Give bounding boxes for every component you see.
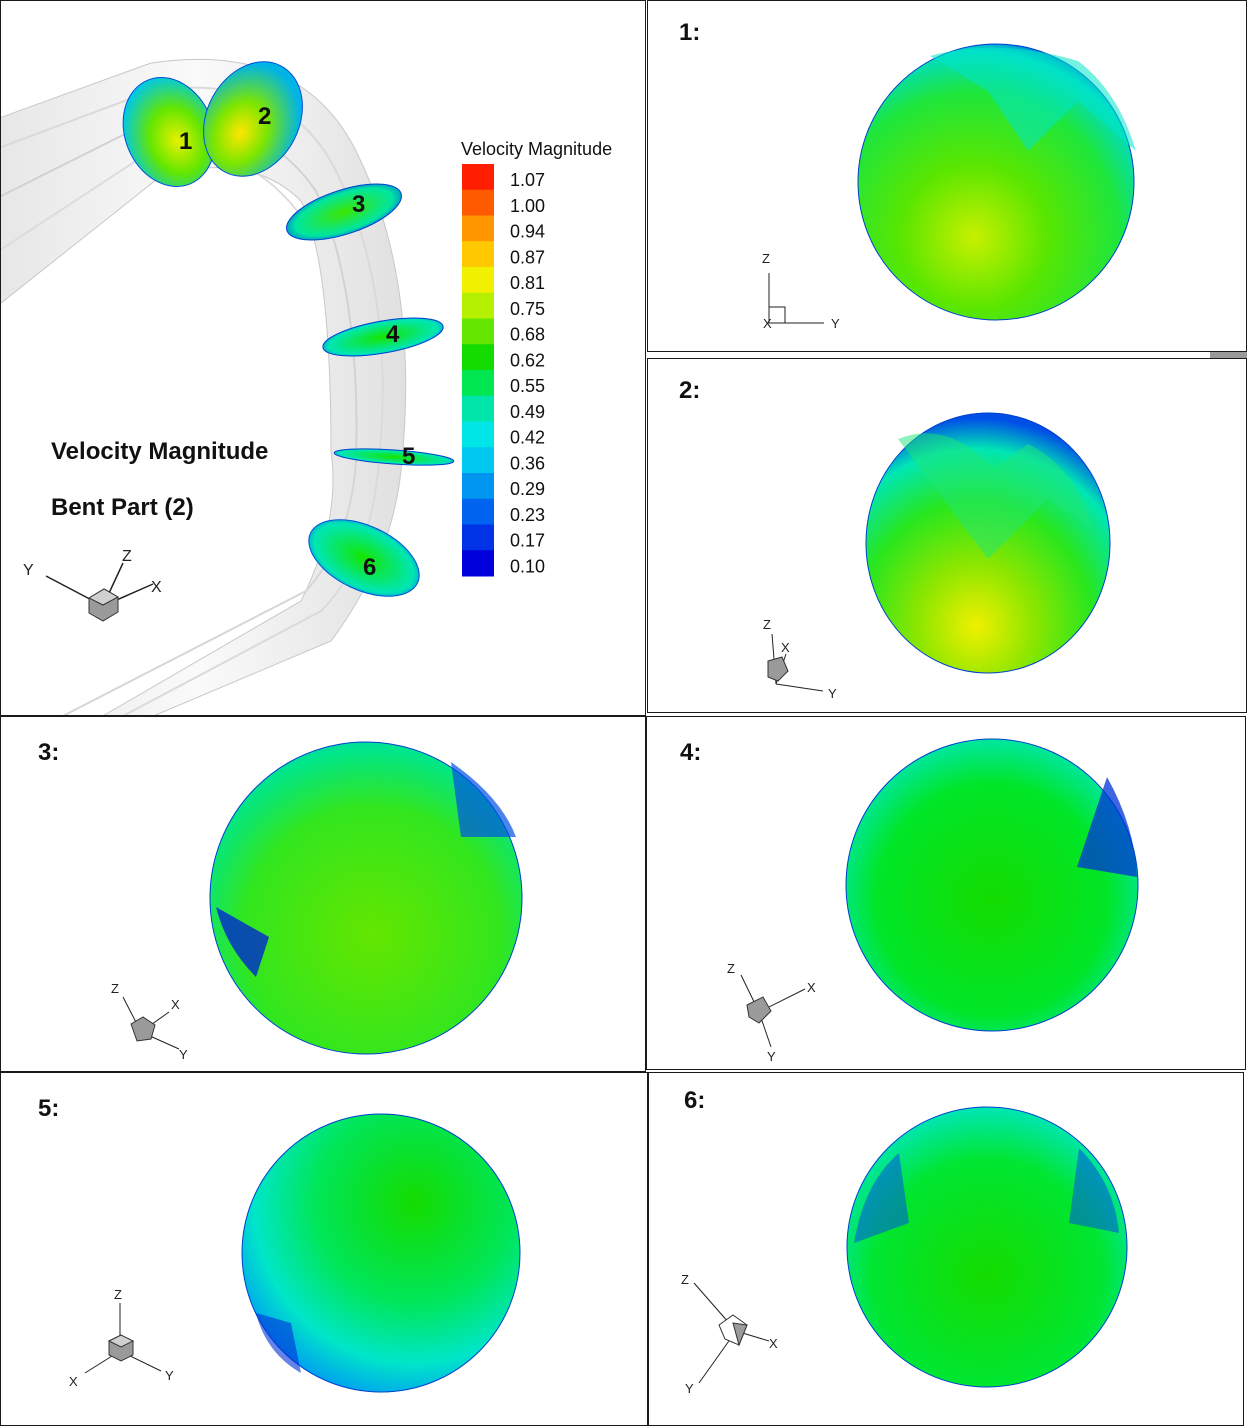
legend-level-label: 0.87 <box>510 247 545 267</box>
legend-level-label: 0.42 <box>510 428 545 448</box>
axis-label-x: X <box>807 980 816 995</box>
slice-label-2: 2 <box>258 103 271 130</box>
legend-color-band <box>462 550 494 577</box>
axis-label-y: Y <box>831 316 840 331</box>
slice-panel-2: 2: Z X Y <box>647 358 1247 713</box>
panel-separator <box>1210 352 1247 358</box>
main-title: Velocity Magnitude <box>51 438 268 465</box>
legend-level-label: 0.10 <box>510 556 545 576</box>
legend-level-label: 0.49 <box>510 402 545 422</box>
legend-level-label: 1.07 <box>510 170 545 190</box>
slice-panel-6: 6: Z X Y <box>648 1072 1244 1426</box>
legend-color-band <box>462 524 494 551</box>
panel-label-3: 3: <box>38 739 60 766</box>
axis-label-z: Z <box>122 548 132 565</box>
slice-panel-1: 1: Z Y X <box>647 0 1247 352</box>
slice-view-2: Z X Y <box>763 412 1111 701</box>
legend-level-label: 0.62 <box>510 350 545 370</box>
slice-view-4: Z X Y <box>727 738 1139 1064</box>
axis-triad-1: Z Y X <box>762 251 840 331</box>
legend-color-band <box>462 241 494 268</box>
legend-level-label: 0.75 <box>510 299 545 319</box>
legend-level-label: 0.23 <box>510 505 545 525</box>
axis-triad-5: Z X Y <box>69 1287 174 1389</box>
panel-label-6: 6: <box>684 1087 706 1114</box>
axis-label-y: Y <box>685 1381 694 1396</box>
legend-level-label: 0.36 <box>510 453 545 473</box>
legend-color-band <box>462 318 494 345</box>
legend-title: Velocity Magnitude <box>461 139 612 159</box>
slice-2 <box>203 61 303 177</box>
panel-label-2: 2: <box>679 377 701 404</box>
slice-label-5: 5 <box>402 443 415 470</box>
slice-label-6: 6 <box>363 554 376 581</box>
axis-label-y: Y <box>165 1368 174 1383</box>
panel-label-1: 1: <box>679 19 701 46</box>
axis-label-x: X <box>151 579 162 596</box>
slice-view-6: Z X Y <box>681 1106 1128 1396</box>
axis-label-x: X <box>171 997 180 1012</box>
axis-label-x: X <box>763 316 772 331</box>
axis-label-x: X <box>769 1336 778 1351</box>
slice-view-3: Z X Y <box>111 741 523 1062</box>
legend-color-band <box>462 498 494 525</box>
slice-6 <box>308 519 420 597</box>
legend-level-label: 0.55 <box>510 376 545 396</box>
legend-color-band <box>462 267 494 294</box>
color-legend: Velocity Magnitude 1.07 1.00 0.94 0.87 0.81 0… <box>461 139 612 577</box>
legend-color-band <box>462 421 494 448</box>
legend-color-band <box>462 473 494 500</box>
slice-panel-3: 3: Z X Y <box>0 716 646 1072</box>
axis-triad-3: Z X Y <box>111 981 188 1062</box>
legend-level-label: 0.81 <box>510 273 545 293</box>
legend-level-label: 0.68 <box>510 325 545 345</box>
axis-label-y: Y <box>179 1047 188 1062</box>
axis-label-x: X <box>781 640 790 655</box>
main-view-panel: 1 2 3 4 5 6 Velocity Magnitude Bent Part… <box>0 0 646 716</box>
axis-label-z: Z <box>727 961 735 976</box>
axis-triad-4: Z X Y <box>727 961 816 1064</box>
axis-label-z: Z <box>111 981 119 996</box>
legend-level-label: 1.00 <box>510 196 545 216</box>
panel-label-5: 5: <box>38 1095 60 1122</box>
legend-color-band <box>462 344 494 371</box>
legend-color-bar <box>462 164 494 577</box>
slice-view-5: Z X Y <box>69 1113 521 1393</box>
panel-label-4: 4: <box>680 739 702 766</box>
legend-color-band <box>462 164 494 191</box>
axis-triad-main: Y X Z <box>23 548 162 622</box>
slice-3 <box>286 183 402 241</box>
axis-label-z: Z <box>681 1272 689 1287</box>
slice-panel-5: 5: Z X Y <box>0 1072 648 1426</box>
axis-label-y: Y <box>767 1049 776 1064</box>
legend-color-band <box>462 447 494 474</box>
slice-5 <box>333 448 455 466</box>
axis-label-z: Z <box>763 617 771 632</box>
axis-label-z: Z <box>762 251 770 266</box>
axis-label-x: X <box>69 1374 78 1389</box>
legend-color-band <box>462 189 494 216</box>
legend-color-band <box>462 292 494 319</box>
axis-label-z: Z <box>114 1287 122 1302</box>
main-subtitle: Bent Part (2) <box>51 494 194 521</box>
main-view-canvas: 1 2 3 4 5 6 Velocity Magnitude Bent Part… <box>1 58 612 715</box>
legend-level-label: 0.29 <box>510 479 545 499</box>
slice-panel-4: 4: Z X Y <box>646 716 1246 1070</box>
slice-4 <box>322 317 444 357</box>
legend-level-labels: 1.07 1.00 0.94 0.87 0.81 0.75 0.68 0.62 0.55 0.49… <box>510 170 545 576</box>
axis-label-y: Y <box>828 686 837 701</box>
legend-color-band <box>462 395 494 422</box>
legend-color-band <box>462 370 494 397</box>
slice-label-3: 3 <box>352 191 365 218</box>
legend-level-label: 0.17 <box>510 531 545 551</box>
axis-triad-2: Z X Y <box>763 617 837 701</box>
legend-color-band <box>462 215 494 242</box>
axis-label-y: Y <box>23 562 34 579</box>
axis-triad-6: Z X Y <box>681 1272 778 1396</box>
slice-label-1: 1 <box>179 128 192 155</box>
legend-level-label: 0.94 <box>510 222 545 242</box>
slice-label-4: 4 <box>386 321 400 348</box>
slice-view-1: Z Y X <box>762 43 1136 331</box>
